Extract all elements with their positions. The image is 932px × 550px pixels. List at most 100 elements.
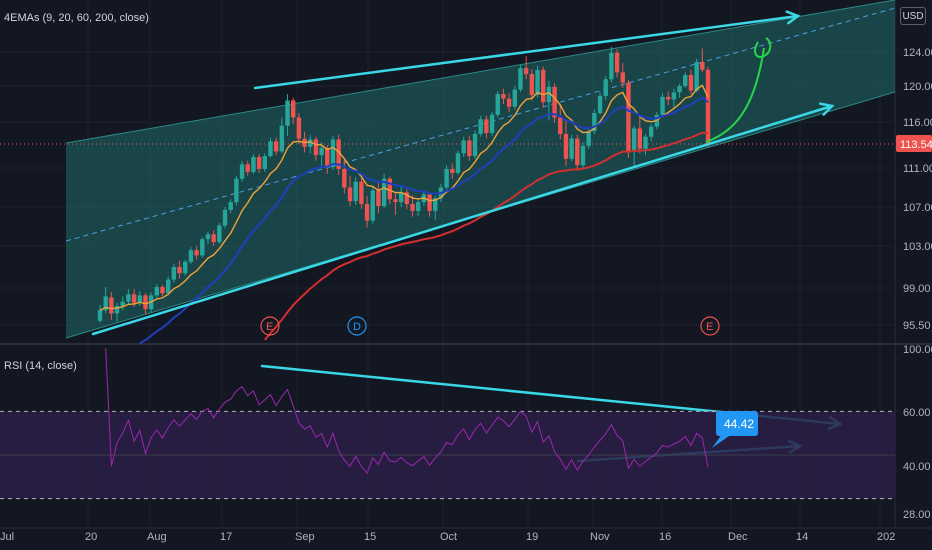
candle-body xyxy=(700,62,705,70)
candle-body xyxy=(251,156,256,172)
upper-trendline-arrow xyxy=(253,14,800,90)
candle-body xyxy=(194,250,199,256)
channel-upper-edge xyxy=(65,0,896,144)
projection-curve xyxy=(705,47,765,143)
candle-body xyxy=(484,119,489,134)
candle-body xyxy=(433,198,438,211)
candle-body xyxy=(273,141,279,152)
candle-body xyxy=(518,68,523,90)
rsi-tick-label: 28.00 xyxy=(903,509,931,521)
candle-body xyxy=(381,178,387,207)
candle-body xyxy=(643,136,648,149)
candle-body xyxy=(444,168,449,188)
rsi-line xyxy=(105,348,709,475)
candle-body xyxy=(546,86,552,103)
candle-body xyxy=(347,187,353,202)
candle-body xyxy=(143,295,148,310)
candle-body xyxy=(705,69,711,145)
candle-body xyxy=(114,305,120,314)
price-tick-label: 103.00 xyxy=(903,241,932,253)
candle-body xyxy=(103,296,108,311)
candle-body xyxy=(398,192,404,203)
candle-body xyxy=(603,79,608,96)
candle-body xyxy=(177,267,182,274)
currency-badge[interactable]: USD xyxy=(900,7,926,25)
candle-body xyxy=(131,294,137,303)
candle-body xyxy=(683,74,688,86)
candle-body xyxy=(478,119,483,134)
candle-body xyxy=(256,156,262,169)
candle-body xyxy=(387,178,392,200)
candle-body xyxy=(285,100,290,126)
candle-body xyxy=(529,74,535,95)
price-tick-label: 95.50 xyxy=(903,320,931,332)
candle-body xyxy=(330,139,336,168)
candle-body xyxy=(239,164,245,179)
candle-body xyxy=(296,117,302,139)
candle-body xyxy=(592,113,597,132)
candle-body xyxy=(558,117,563,134)
time-tick-label: 19 xyxy=(526,531,538,543)
candle-body xyxy=(427,194,432,211)
candle-body xyxy=(541,69,546,103)
candle-body xyxy=(660,96,665,115)
time-tick-label: Nov xyxy=(590,531,610,543)
candle-body xyxy=(245,164,250,172)
candle-body xyxy=(552,86,557,118)
earnings-event-marker[interactable] xyxy=(700,316,720,336)
candlesticks[interactable] xyxy=(97,46,711,323)
candle-body xyxy=(211,234,216,243)
earnings-event-marker[interactable] xyxy=(260,316,280,336)
candle-body xyxy=(376,190,381,207)
candle-body xyxy=(631,128,637,152)
time-tick-label: 17 xyxy=(220,531,232,543)
candle-body xyxy=(336,139,341,169)
candle-body xyxy=(523,68,529,75)
lower-trendline-arrow-head xyxy=(818,102,835,116)
candle-body xyxy=(677,86,682,93)
candle-body xyxy=(97,310,103,321)
candle-body xyxy=(370,190,375,221)
dividend-event-marker[interactable] xyxy=(347,316,367,336)
time-tick-label: Oct xyxy=(440,531,457,543)
candle-body xyxy=(217,225,222,243)
candle-body xyxy=(308,139,313,147)
price-tick-label: 124.00 xyxy=(903,47,932,59)
last-price-value: 113.54 xyxy=(900,139,932,151)
dividend-event-label: D xyxy=(353,321,361,333)
time-tick-label: 16 xyxy=(659,531,671,543)
price-tick-label: 99.00 xyxy=(903,283,931,295)
candle-body xyxy=(501,94,506,99)
candle-body xyxy=(325,147,330,168)
candle-body xyxy=(393,199,398,203)
price-indicator-label[interactable]: 4EMAs (9, 20, 60, 200, close) xyxy=(4,12,149,24)
projection-target xyxy=(754,37,772,58)
candle-body xyxy=(620,72,625,83)
candle-body xyxy=(183,261,188,274)
candle-body xyxy=(154,286,160,296)
upper-trendline-arrow-head xyxy=(785,10,801,25)
candle-body xyxy=(467,140,472,157)
candle-body xyxy=(109,297,114,314)
candle-body xyxy=(342,168,347,188)
candle-body xyxy=(126,294,131,302)
candle-body xyxy=(222,209,228,226)
candle-body xyxy=(404,192,410,205)
candle-body xyxy=(455,153,461,173)
candle-body xyxy=(416,202,421,211)
candle-body xyxy=(262,156,267,169)
rsi-indicator-label[interactable]: RSI (14, close) xyxy=(4,360,77,372)
candle-body xyxy=(290,100,296,118)
candle-body xyxy=(637,128,643,149)
price-tick-label: 111.00 xyxy=(903,163,932,175)
candle-body xyxy=(586,131,591,146)
candle-body xyxy=(609,52,614,80)
time-tick-label: 14 xyxy=(796,531,808,543)
earnings-event-label: E xyxy=(706,321,713,333)
time-tick-label: Aug xyxy=(147,531,167,543)
candle-body xyxy=(671,92,677,100)
candle-body xyxy=(512,89,518,107)
time-tick-label: 20 xyxy=(85,531,97,543)
rsi-value-badge-pointer xyxy=(712,434,732,448)
